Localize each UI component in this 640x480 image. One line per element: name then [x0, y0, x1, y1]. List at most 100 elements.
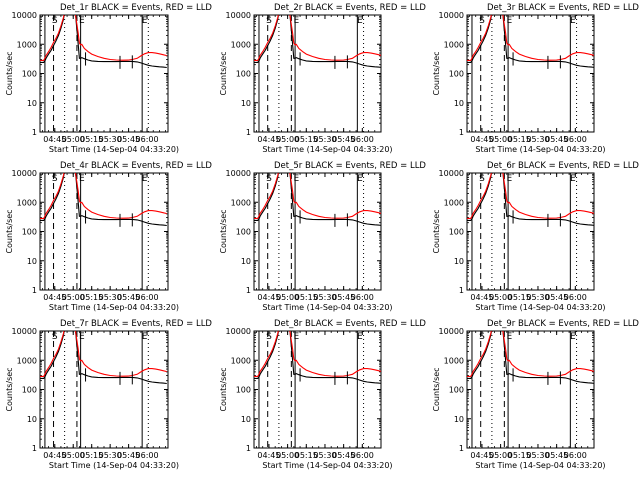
x-tick-label: 04:45 — [43, 135, 66, 144]
events-series-line — [467, 15, 594, 68]
lld-series-line — [467, 331, 594, 377]
events-series-line — [40, 15, 167, 69]
y-tick-label: 10000 — [439, 169, 464, 178]
x-tick-label: 05:30 — [99, 451, 122, 460]
x-tick-label: 05:00 — [276, 135, 299, 144]
y-tick-label: 1 — [246, 128, 251, 137]
marker-glyph: E — [79, 16, 85, 26]
y-axis-label: Counts/sec — [219, 209, 228, 253]
x-tick-label: 05:15 — [295, 135, 318, 144]
events-series-line — [40, 331, 167, 385]
x-tick-label: 04:45 — [470, 293, 493, 302]
x-tick-label: 05:45 — [332, 135, 355, 144]
y-tick-label: 10000 — [12, 11, 37, 20]
y-tick-label: 10 — [454, 257, 464, 266]
x-axis-label: Start Time (14-Sep-04 04:33:20) — [475, 145, 605, 154]
y-tick-label: 10000 — [226, 169, 251, 178]
x-tick-label: 06:00 — [351, 135, 374, 144]
y-tick-label: 100 — [449, 386, 464, 395]
marker-glyph: E — [142, 174, 148, 184]
y-axis-label: Counts/sec — [432, 209, 441, 253]
events-series-line — [467, 331, 594, 384]
x-tick-label: 05:45 — [545, 135, 568, 144]
detector-panel-3: Det_3r BLACK = Events, RED = LLD 1 10 100 10… — [432, 3, 639, 154]
marker-glyph: E — [293, 16, 299, 26]
y-tick-label: 100 — [236, 228, 251, 237]
x-tick-label: 05:00 — [489, 293, 512, 302]
y-tick-label: 10 — [454, 99, 464, 108]
lld-series-line — [40, 331, 167, 377]
y-tick-label: 10000 — [226, 11, 251, 20]
y-tick-label: 1000 — [444, 198, 464, 207]
detector-panel-5: Det_5r BLACK = Events, RED = LLD 1 10 100 10… — [219, 161, 426, 312]
y-axis-label: Counts/sec — [5, 51, 14, 95]
events-series-line — [254, 331, 381, 384]
y-axis-label: Counts/sec — [5, 209, 14, 253]
x-axis-label: Start Time (14-Sep-04 04:33:20) — [262, 303, 392, 312]
x-tick-label: 06:00 — [564, 451, 587, 460]
x-tick-label: 06:00 — [564, 293, 587, 302]
y-tick-label: 100 — [236, 386, 251, 395]
y-tick-label: 10 — [241, 257, 251, 266]
lld-series-line — [254, 331, 381, 377]
events-series-line — [254, 173, 381, 226]
x-tick-label: 05:15 — [295, 451, 318, 460]
y-tick-label: 10000 — [439, 11, 464, 20]
y-axis-label: Counts/sec — [219, 367, 228, 411]
y-tick-label: 10 — [241, 99, 251, 108]
marker-glyph: E — [570, 16, 576, 26]
lld-series-line — [467, 15, 594, 61]
y-tick-label: 10000 — [12, 169, 37, 178]
x-axis-label: Start Time (14-Sep-04 04:33:20) — [475, 303, 605, 312]
marker-glyph: E — [506, 174, 512, 184]
plot-title: Det_7r BLACK = Events, RED = LLD — [60, 319, 212, 329]
marker-glyph: E — [357, 16, 363, 26]
y-tick-label: 10 — [454, 415, 464, 424]
x-tick-label: 05:15 — [80, 293, 103, 302]
y-tick-label: 1 — [459, 444, 464, 453]
x-tick-label: 04:45 — [43, 293, 66, 302]
plot-title: Det_5r BLACK = Events, RED = LLD — [274, 161, 426, 171]
lld-series-line — [254, 173, 381, 219]
marker-glyph: S — [52, 174, 58, 184]
y-tick-label: 100 — [22, 386, 37, 395]
y-tick-label: 1 — [459, 286, 464, 295]
y-tick-label: 10 — [27, 415, 37, 424]
y-tick-label: 100 — [449, 70, 464, 79]
x-tick-label: 05:30 — [313, 293, 336, 302]
events-series-line — [467, 173, 594, 226]
y-tick-label: 1000 — [231, 40, 251, 49]
y-axis-label: Counts/sec — [219, 51, 228, 95]
x-tick-label: 05:00 — [489, 451, 512, 460]
y-tick-label: 1000 — [444, 40, 464, 49]
x-axis-label: Start Time (14-Sep-04 04:33:20) — [262, 145, 392, 154]
marker-glyph: E — [142, 16, 148, 26]
x-tick-label: 05:15 — [508, 451, 531, 460]
marker-glyph: S — [266, 174, 272, 184]
marker-glyph: E — [79, 174, 85, 184]
x-tick-label: 06:00 — [564, 135, 587, 144]
plot-title: Det_4r BLACK = Events, RED = LLD — [60, 161, 212, 171]
x-tick-label: 06:00 — [136, 451, 159, 460]
y-tick-label: 1 — [459, 128, 464, 137]
x-tick-label: 05:30 — [99, 293, 122, 302]
y-tick-label: 10000 — [12, 327, 37, 336]
y-tick-label: 1 — [246, 286, 251, 295]
x-tick-label: 05:45 — [117, 135, 140, 144]
plot-title: Det_9r BLACK = Events, RED = LLD — [487, 319, 639, 329]
x-tick-label: 05:15 — [508, 135, 531, 144]
marker-glyph: S — [52, 16, 58, 26]
x-tick-label: 06:00 — [136, 293, 159, 302]
y-tick-label: 10000 — [439, 327, 464, 336]
x-axis-label: Start Time (14-Sep-04 04:33:20) — [49, 303, 179, 312]
lld-series-line — [467, 173, 594, 219]
x-tick-label: 05:15 — [80, 451, 103, 460]
x-tick-label: 05:00 — [62, 135, 85, 144]
x-tick-label: 05:45 — [117, 451, 140, 460]
plot-title: Det_6r BLACK = Events, RED = LLD — [487, 161, 639, 171]
x-tick-label: 05:30 — [526, 135, 549, 144]
marker-glyph: S — [52, 332, 58, 342]
x-tick-label: 04:45 — [470, 451, 493, 460]
y-tick-label: 1 — [246, 444, 251, 453]
x-tick-label: 05:15 — [295, 293, 318, 302]
